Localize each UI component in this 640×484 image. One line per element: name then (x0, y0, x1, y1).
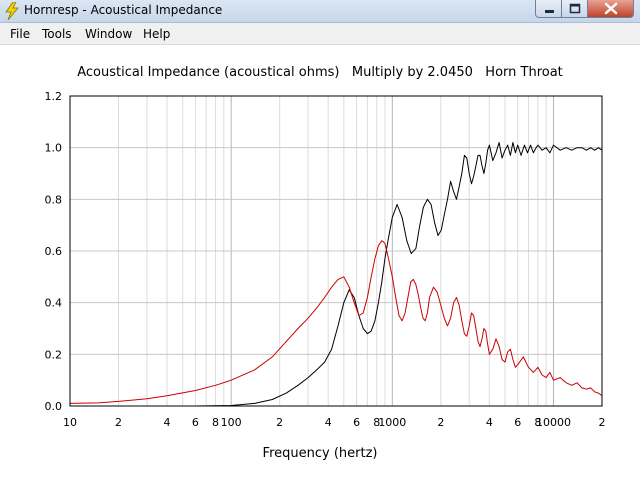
x-tick-label: 10 (63, 416, 77, 429)
x-tick-label: 100 (221, 416, 242, 429)
x-tick-label: 8 (212, 416, 219, 429)
menu-help[interactable]: Help (143, 27, 171, 41)
x-tick-label: 6 (514, 416, 521, 429)
lightning-bolt-icon (5, 2, 19, 20)
maximize-button[interactable] (562, 0, 588, 18)
plot-area: Acoustical Impedance (acoustical ohms) M… (0, 45, 640, 480)
menu-file[interactable]: File (10, 27, 31, 41)
x-tick-label: 4 (486, 416, 493, 429)
x-tick-label: 6 (353, 416, 360, 429)
close-icon (604, 2, 618, 15)
menu-window[interactable]: Window (85, 27, 133, 41)
x-tick-label: 4 (164, 416, 171, 429)
x-tick-label: 2 (599, 416, 606, 429)
title-bar[interactable]: Hornresp - Acoustical Impedance (0, 0, 640, 23)
y-tick-label: 0.2 (45, 348, 63, 361)
series-layer (69, 142, 603, 407)
y-tick-label: 0.4 (45, 297, 63, 310)
x-tick-label: 4 (325, 416, 332, 429)
series-line-1 (69, 240, 603, 404)
grid (70, 96, 602, 406)
maximize-icon (569, 3, 581, 14)
y-tick-label: 0.0 (45, 400, 63, 413)
close-button[interactable] (588, 0, 634, 18)
menu-bar: File Tools Window Help (0, 23, 640, 45)
x-tick-label: 8 (373, 416, 380, 429)
y-tick-label: 1.2 (45, 90, 63, 103)
x-tick-label: 2 (115, 416, 122, 429)
menu-tools[interactable]: Tools (42, 27, 72, 41)
x-tick-label: 6 (192, 416, 199, 429)
impedance-chart: Acoustical Impedance (acoustical ohms) M… (45, 65, 606, 461)
plot-frame (69, 95, 603, 407)
x-axis-label: Frequency (hertz) (263, 446, 378, 461)
x-tick-label: 10000 (536, 416, 571, 429)
x-tick-label: 2 (276, 416, 283, 429)
x-tick-label: 1000 (378, 416, 406, 429)
window-title: Hornresp - Acoustical Impedance (24, 3, 223, 17)
minimize-button[interactable] (535, 0, 562, 18)
minimize-icon (545, 10, 554, 13)
y-tick-label: 1.0 (45, 142, 63, 155)
chart-title: Acoustical Impedance (acoustical ohms) M… (77, 65, 563, 80)
y-tick-label: 0.6 (45, 245, 63, 258)
y-axis-ticks: 0.0 0.2 0.4 0.6 0.8 1.0 1.2 (45, 90, 63, 413)
x-tick-label: 2 (437, 416, 444, 429)
x-tick-label: 8 (534, 416, 541, 429)
series-line-0 (195, 142, 603, 407)
y-tick-label: 0.8 (45, 193, 63, 206)
